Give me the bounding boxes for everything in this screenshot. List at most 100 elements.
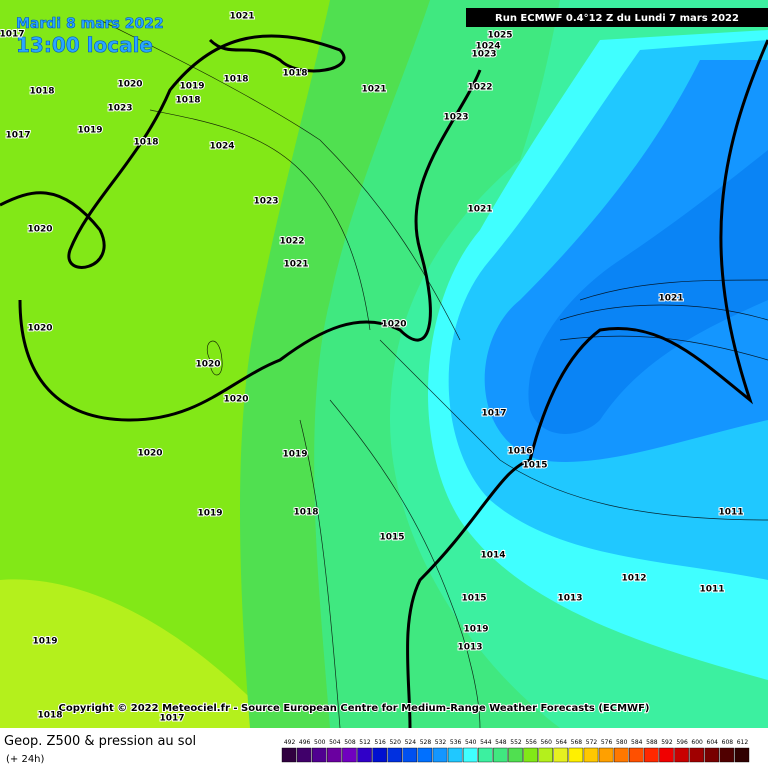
- scale-swatch: [613, 747, 629, 763]
- pressure-label: 1021: [283, 260, 308, 270]
- scale-swatch: [311, 747, 327, 763]
- scale-swatch: [296, 747, 312, 763]
- pressure-label: 1019: [463, 625, 488, 635]
- scale-swatch: [417, 747, 433, 763]
- scale-swatch: [704, 747, 720, 763]
- pressure-labels: 1017 1021 1018 1020 1019 1018 1018 1023 1018 1017…: [0, 11, 745, 725]
- scale-swatch: [644, 747, 659, 763]
- scale-label: 592: [661, 739, 673, 746]
- scale-label: 520: [389, 739, 401, 746]
- scale-label: 492: [284, 739, 296, 746]
- pressure-label: 1024: [475, 42, 500, 52]
- zone-560: [0, 579, 280, 728]
- pressure-label: 1018: [37, 711, 62, 721]
- scale-swatch: [372, 747, 387, 763]
- pressure-label: 1017: [481, 409, 506, 419]
- scale-swatch: [689, 747, 704, 763]
- scale-swatch: [327, 747, 342, 763]
- pressure-label: 1019: [282, 450, 307, 460]
- scale-label: 572: [586, 739, 598, 746]
- scale-label: 532: [435, 739, 447, 746]
- pressure-label: 1018: [133, 138, 158, 148]
- pressure-label: 1019: [77, 126, 102, 136]
- pressure-label: 1021: [658, 294, 683, 304]
- scale-label: 608: [722, 739, 734, 746]
- scale-label: 540: [465, 739, 477, 746]
- scale-swatch: [538, 747, 553, 763]
- scale-label: 508: [344, 739, 356, 746]
- scale-label: 544: [480, 739, 492, 746]
- scale-swatch: [659, 747, 674, 763]
- pressure-label: 1018: [282, 69, 307, 79]
- pressure-label: 1021: [467, 205, 492, 215]
- isobars-coastlines: [99, 19, 768, 729]
- pressure-label: 1019: [179, 82, 204, 92]
- scale-swatch: [281, 747, 297, 763]
- pressure-label: 1011: [718, 508, 743, 518]
- scale-swatch: [493, 747, 508, 763]
- scale-label: 612: [737, 739, 749, 746]
- scale-swatch: [402, 747, 418, 763]
- scale-label: 552: [510, 739, 522, 746]
- scale-label: 536: [450, 739, 462, 746]
- pressure-label: 1017: [5, 131, 30, 141]
- footer-lead: (+ 24h): [6, 754, 45, 765]
- pressure-label: 1013: [457, 643, 482, 653]
- pressure-label: 1022: [279, 237, 304, 247]
- scale-swatch: [598, 747, 614, 763]
- pressure-label: 1023: [253, 197, 278, 207]
- pressure-label: 1021: [229, 12, 254, 22]
- pressure-label: 1011: [699, 585, 724, 595]
- pressure-label: 1017: [159, 714, 184, 724]
- pressure-label: 1020: [223, 395, 248, 405]
- scale-label: 596: [676, 739, 688, 746]
- scale-swatch: [523, 747, 538, 763]
- pressure-label: 1013: [557, 594, 582, 604]
- pressure-label: 1015: [522, 461, 547, 471]
- pressure-label: 1021: [361, 85, 386, 95]
- pressure-label: 1018: [175, 96, 200, 106]
- scale-label: 500: [314, 739, 326, 746]
- pressure-label: 1020: [27, 324, 52, 334]
- scale-label: 576: [601, 739, 613, 746]
- pressure-label: 1018: [293, 508, 318, 518]
- pressure-label: 1015: [379, 533, 404, 543]
- pressure-label: 1020: [27, 225, 52, 235]
- scale-label: 580: [616, 739, 628, 746]
- scale-label: 556: [525, 739, 537, 746]
- scale-label: 512: [359, 739, 371, 746]
- pressure-label: 1025: [487, 31, 512, 41]
- scale-label: 564: [556, 739, 568, 746]
- scale-label: 516: [374, 739, 386, 746]
- scale-label: 548: [495, 739, 507, 746]
- pressure-label: 1023: [107, 104, 132, 114]
- scale-swatch: [583, 747, 599, 763]
- scale-swatch: [508, 747, 523, 763]
- scale-swatch: [674, 747, 689, 763]
- scale-label: 584: [631, 739, 643, 746]
- scale-label: 604: [707, 739, 719, 746]
- pressure-label: 1020: [117, 80, 142, 90]
- zone-528: [528, 150, 768, 434]
- pressure-label: 1012: [621, 574, 646, 584]
- run-info: Run ECMWF 0.4°12 Z du Lundi 7 mars 2022: [495, 13, 739, 24]
- copyright: Copyright © 2022 Meteociel.fr - Source E…: [59, 703, 650, 714]
- scale-swatch: [553, 747, 569, 763]
- scale-swatch: [462, 747, 478, 763]
- pressure-label: 1014: [480, 551, 505, 561]
- footer-title: Geop. Z500 & pression au sol: [4, 734, 196, 749]
- pressure-label: 1018: [29, 87, 54, 97]
- pressure-label: 1023: [471, 50, 496, 60]
- run-banner: [466, 8, 768, 27]
- forecast-date: Mardi 8 mars 2022: [16, 16, 164, 32]
- pressure-label: 1016: [507, 447, 532, 457]
- pressure-label: 1024: [209, 142, 234, 152]
- scale-swatch: [432, 747, 448, 763]
- pressure-label: 1018: [223, 75, 248, 85]
- pressure-label: 1020: [195, 360, 220, 370]
- pressure-label: 1023: [443, 113, 468, 123]
- pressure-label: 1020: [137, 449, 162, 459]
- scale-swatch: [342, 747, 357, 763]
- scale-label: 560: [540, 739, 552, 746]
